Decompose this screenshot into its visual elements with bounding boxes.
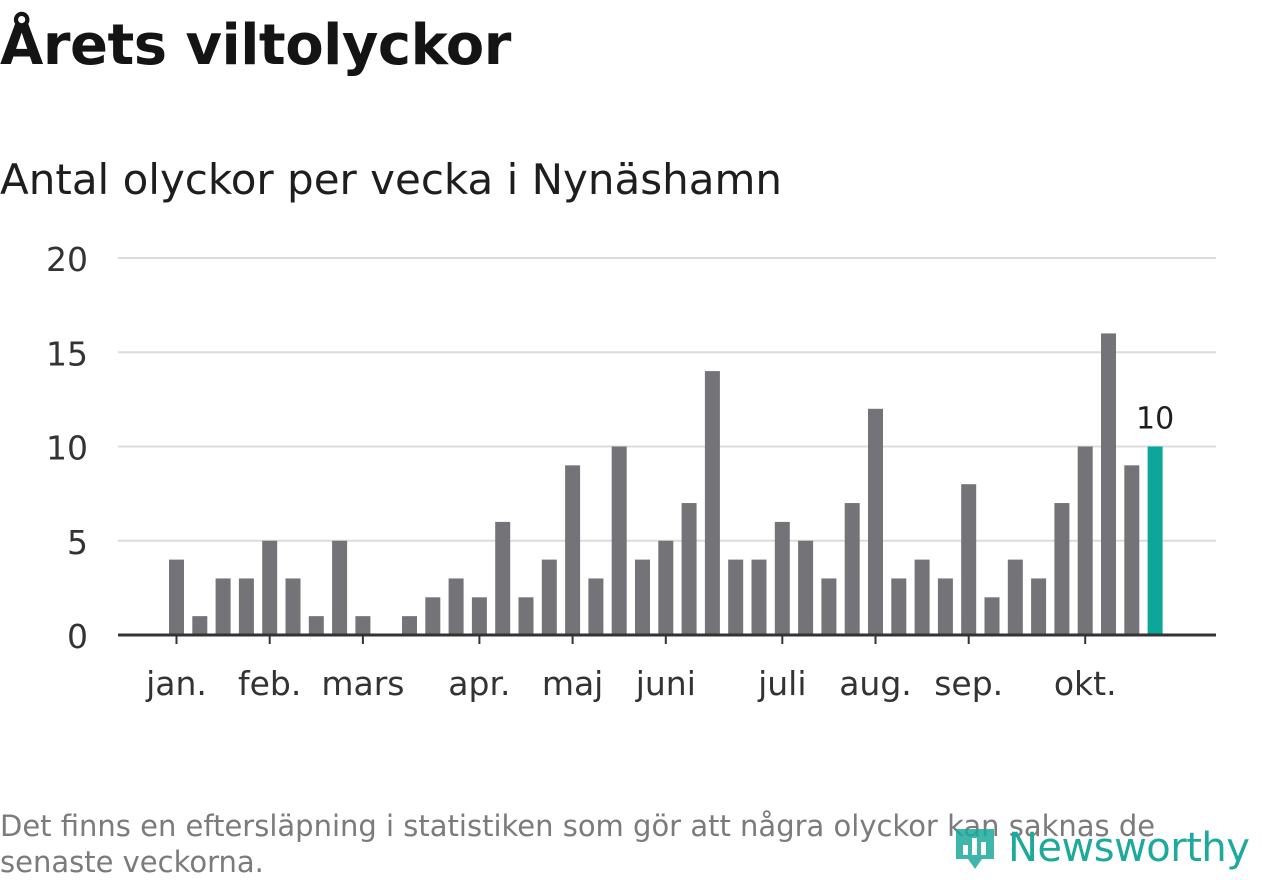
bar-week-20 [611,446,627,635]
brand-name: Newsworthy [1008,825,1250,871]
bar-week-42 [1124,465,1140,635]
bar-week-7 [308,616,324,635]
bars [169,333,1163,635]
bar-week-13 [448,578,464,635]
bar-week-4 [238,578,254,635]
bar-week-29 [821,578,837,635]
y-tick-label-10: 10 [46,429,88,468]
bar-week-38 [1031,578,1047,635]
bar-week-15 [495,521,511,635]
bar-week-43-highlighted [1147,446,1163,635]
bar-week-33 [914,559,930,635]
x-tick-label: jan. [145,664,207,703]
x-tick-label: juli [757,664,806,703]
bar-week-8 [332,540,348,635]
x-tick-label: juni [635,664,696,703]
bar-chart-logo-icon [956,829,994,869]
bar-week-41 [1101,333,1116,635]
y-tick-label-20: 20 [46,240,88,279]
highlight-value-label: 10 [1136,402,1174,437]
x-tick-label: aug. [839,664,912,703]
bar-week-1 [169,559,184,635]
x-tick-label: feb. [238,664,301,703]
y-tick-label-15: 15 [46,334,88,373]
bar-week-19 [588,578,604,635]
bar-week-23 [681,503,697,635]
bar-week-36 [984,597,1000,635]
bar-week-32 [891,578,907,635]
bar-week-34 [937,578,953,635]
bar-week-3 [215,578,231,635]
bar-week-26 [751,559,767,635]
chart-subtitle: Antal olyckor per vecka i Nynäshamn [0,155,783,204]
weekly-accidents-bar-chart: 0 5 10 15 20 jan. feb. mars apr. maj juni juli aug.… [46,240,1216,703]
bar-week-21 [635,559,650,635]
x-tick-label: mars [321,664,404,703]
x-tick-label: maj [542,664,604,703]
bar-week-17 [541,559,557,635]
bar-week-40 [1077,446,1093,635]
data-labels: 10 [1136,402,1174,437]
bar-week-5 [262,540,278,635]
y-axis-tick-labels: 0 5 10 15 20 [46,240,88,656]
y-tick-label-5: 5 [67,523,88,562]
bar-week-14 [471,597,487,635]
gridlines [118,257,1216,542]
bar-week-27 [774,521,790,635]
bar-week-18 [565,465,581,635]
x-tick-label: okt. [1054,664,1117,703]
bar-week-37 [1007,559,1023,635]
bar-week-28 [798,540,814,635]
y-tick-label-0: 0 [67,617,88,656]
bar-week-22 [658,540,674,635]
bar-week-35 [961,484,977,635]
x-tick-label: apr. [448,664,510,703]
bar-week-11 [402,616,417,635]
bar-week-16 [518,597,534,635]
bar-week-25 [728,559,744,635]
bar-week-31 [868,408,883,635]
chart-title: Årets viltolyckor [0,13,511,78]
bar-week-2 [192,616,208,635]
newsworthy-logo: Newsworthy [952,818,1250,878]
bar-week-24 [704,371,720,635]
x-tick-label: sep. [934,664,1003,703]
bar-week-30 [844,503,860,635]
bar-week-12 [425,597,441,635]
bar-week-9 [355,616,371,635]
x-axis-tick-labels: jan. feb. mars apr. maj juni juli aug. sep. okt. [145,635,1117,703]
bar-week-6 [285,578,301,635]
bar-week-39 [1054,503,1070,635]
